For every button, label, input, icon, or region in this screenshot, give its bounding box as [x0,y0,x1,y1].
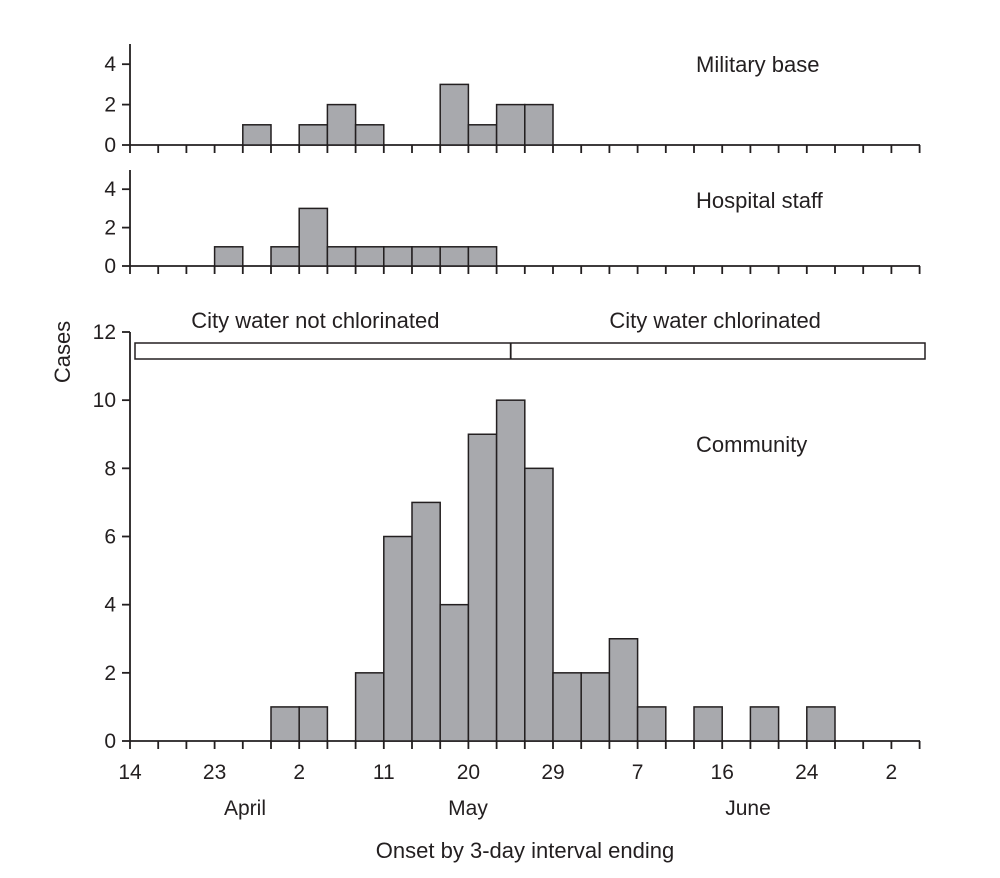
community-y-tick-label: 0 [104,730,116,753]
chlorination-period-band [134,342,926,360]
x-axis-title: Onset by 3-day interval ending [376,838,674,863]
military-base-bar [354,124,385,146]
hospital-staff-bar [213,246,244,267]
community-bar [298,706,329,742]
hospital-staff-bar [270,246,300,267]
hospital-staff-bar [326,246,357,267]
x-tick-label: 29 [541,761,564,784]
community-bar [636,706,667,742]
community-bar [580,672,611,742]
community-bar [749,706,780,742]
military-base-bar [242,124,272,146]
period-label-chlorinated: City water chlorinated [609,308,821,333]
hospital-staff-y-tick-label: 2 [104,217,116,240]
x-tick-label: 2 [886,761,898,784]
military-base-y-tick-label: 2 [104,94,116,117]
x-tick-label: 16 [711,761,734,784]
hospital-staff-y-tick-label: 4 [104,178,116,201]
period-band-outline [134,342,926,360]
community-y-tick-label: 2 [104,662,116,685]
community-bar [411,501,441,742]
military-base-bar [524,103,554,146]
hospital-staff-bar [298,207,329,267]
community-bar [383,535,413,742]
community-bar [693,706,723,742]
military-base-panel-label: Military base [696,52,819,77]
community-bar [608,638,639,742]
community-bar [524,467,554,742]
x-tick-label: 11 [373,761,395,784]
y-axis-title: Cases [50,321,75,383]
military-base-bar [439,83,470,146]
community-bar [495,399,526,742]
x-tick-label: 20 [457,761,480,784]
x-tick-label: 2 [293,761,305,784]
hospital-staff-panel-label: Hospital staff [696,188,824,213]
x-tick-label: 14 [118,761,142,784]
x-tick-label: 23 [203,761,226,784]
hospital-staff-bar [411,246,441,267]
community-y-tick-label: 10 [93,389,116,412]
community-bar [552,672,582,742]
month-label-april: April [224,797,266,820]
month-label-june: June [725,797,771,820]
period-label-not-chlorinated: City water not chlorinated [191,308,439,333]
x-tick-label: 7 [632,761,644,784]
hospital-staff-bar [439,246,470,267]
community-y-tick-label: 4 [104,594,116,617]
community-bar [354,672,385,742]
community-y-tick-label: 8 [104,457,116,480]
x-tick-label: 24 [795,761,819,784]
community-bar [270,706,300,742]
military-base-y-tick-label: 0 [104,134,116,157]
military-base-y-tick-label: 4 [104,53,116,76]
community-bar [806,706,836,742]
hospital-staff-bar [467,246,498,267]
community-y-tick-label: 6 [104,526,116,549]
month-label-may: May [448,797,488,820]
hospital-staff-bar [354,246,385,267]
bars-layer [213,83,836,742]
military-base-bar [495,103,526,146]
military-base-bar [298,124,329,146]
community-bar [439,603,470,742]
community-bar [467,433,498,742]
community-panel-label: Community [696,432,807,457]
hospital-staff-y-tick-label: 0 [104,255,116,278]
community-y-tick-label: 12 [93,321,116,344]
military-base-bar [467,124,498,146]
military-base-bar [326,103,357,146]
hospital-staff-bar [383,246,413,267]
